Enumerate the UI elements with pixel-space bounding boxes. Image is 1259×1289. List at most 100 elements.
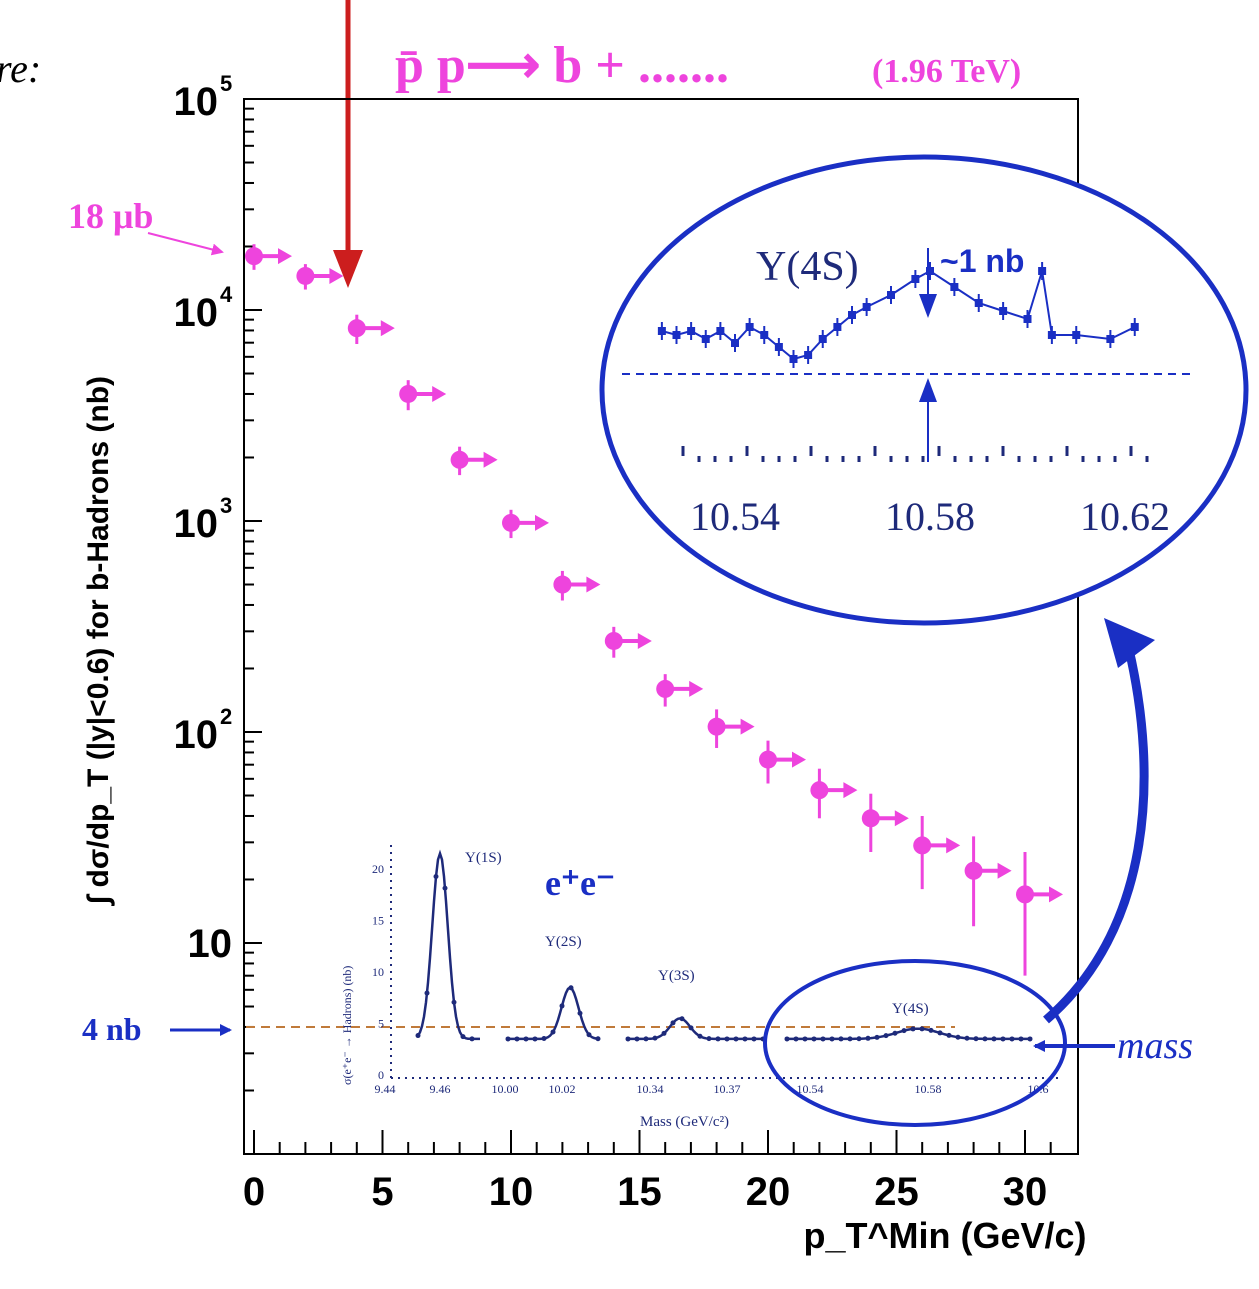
zoom-point (760, 331, 769, 339)
spectrum-point (595, 1036, 601, 1042)
x-tick-label: 10 (489, 1170, 534, 1214)
spectrum-point (724, 1036, 730, 1042)
data-point (707, 709, 755, 748)
point-marker (399, 384, 418, 403)
zoom-point (862, 303, 871, 311)
spectrum-point (634, 1036, 640, 1042)
spectrum-point (811, 1036, 817, 1042)
spectrum-point (550, 1029, 556, 1035)
point-marker (964, 861, 983, 880)
zoom-point (716, 327, 725, 335)
arrow-head-icon (432, 385, 447, 402)
spectrum-point (1009, 1036, 1015, 1042)
zoom-point (672, 331, 681, 339)
inset-y-tick-label: 10 (372, 965, 384, 979)
peak-label: Υ(2S) (545, 934, 582, 950)
y-tick-label: 10 (174, 80, 219, 124)
spectrum-point (865, 1035, 871, 1041)
spectrum-point (568, 985, 574, 991)
point-marker (1016, 885, 1034, 904)
arrow-head-icon (1049, 886, 1063, 903)
zoom-x-tick-label: 10.54 (690, 494, 780, 539)
zoom-point (731, 339, 739, 347)
inset-x-tick-label: 10.34 (637, 1082, 664, 1096)
spectrum-point (715, 1036, 721, 1042)
arrow-head-icon (483, 451, 498, 468)
spectrum-point (451, 999, 457, 1005)
spectrum-point (883, 1033, 889, 1039)
arrow-head-icon (278, 248, 292, 265)
data-point (810, 768, 858, 819)
spectrum-point (784, 1036, 790, 1042)
arrow-head-icon (740, 718, 755, 735)
zoom-point (911, 275, 920, 283)
spectrum-point (460, 1034, 466, 1040)
arrow-head-icon (535, 514, 549, 531)
point-marker (502, 513, 520, 532)
data-point (450, 446, 498, 476)
point-marker (347, 319, 366, 338)
inset-x-tick-label: 10.58 (915, 1082, 942, 1096)
y-tick-exponent: 4 (220, 282, 233, 307)
spectrum-point (937, 1030, 943, 1036)
y-tick-exponent: 3 (220, 493, 232, 518)
data-point (502, 509, 549, 539)
spectrum-point (733, 1036, 739, 1042)
point-marker (604, 631, 623, 650)
mu-b-arrow-icon (147, 232, 224, 256)
spectrum-point (643, 1036, 649, 1042)
zoom-point (950, 283, 959, 291)
inset-y-tick-label: 20 (372, 862, 384, 876)
zoom-point (789, 355, 798, 363)
arrow-head-icon (946, 837, 961, 854)
red-arrow-icon (333, 0, 363, 288)
spectrum-point (541, 1035, 547, 1041)
point-marker (759, 750, 777, 769)
spectrum-point (901, 1028, 907, 1034)
data-point (861, 793, 909, 852)
energy-label: (1.96 TeV) (872, 53, 1021, 90)
main-series (245, 244, 1063, 976)
y-tick-exponent: 5 (220, 71, 232, 96)
zoom-point (1038, 267, 1047, 275)
data-point (296, 264, 344, 290)
peak-label: Υ(3S) (658, 968, 695, 984)
spectrum-point (829, 1036, 835, 1042)
spectrum-point (688, 1025, 694, 1031)
x-tick-label: 25 (874, 1170, 919, 1214)
zoom-point (848, 311, 856, 319)
mu-b-label: 18 μb (68, 196, 153, 236)
inset-x-tick-label: 10.54 (797, 1082, 824, 1096)
up-arrow-icon (919, 378, 937, 402)
zoom-point (1047, 331, 1056, 339)
spectrum-curve (416, 849, 480, 1041)
spectrum-point (946, 1032, 952, 1038)
spectrum-point (523, 1036, 529, 1042)
x-tick-label: 15 (617, 1170, 662, 1214)
point-marker (810, 781, 829, 800)
spectrum-curve (787, 1027, 1029, 1041)
spectrum-point (991, 1036, 997, 1042)
data-point (347, 314, 395, 345)
inset-x-tick-label: 10.37 (714, 1082, 741, 1096)
spectrum-point (532, 1036, 538, 1042)
data-point (604, 626, 652, 658)
small-ellipse (763, 959, 1067, 1127)
point-marker (913, 836, 932, 855)
spectrum-point (892, 1030, 898, 1036)
spectrum-point (973, 1036, 979, 1042)
zoom-annotation: ~1 nb (940, 243, 1024, 279)
zoom-x-tick-label: 10.62 (1080, 494, 1170, 539)
data-point (553, 570, 601, 601)
mass-label: mass (1117, 1025, 1193, 1067)
inset-ylabel: σ(e⁺e⁻ → Hadrons) (nb) (340, 966, 354, 1085)
peak-label: Υ(4S) (892, 1001, 929, 1017)
zoom-point (833, 323, 842, 331)
plot-frame (243, 98, 1079, 1155)
spectrum-point (742, 1036, 748, 1042)
point-marker (656, 679, 675, 698)
data-point (759, 740, 806, 784)
spectrum-point (559, 1003, 565, 1009)
data-point (245, 244, 292, 270)
